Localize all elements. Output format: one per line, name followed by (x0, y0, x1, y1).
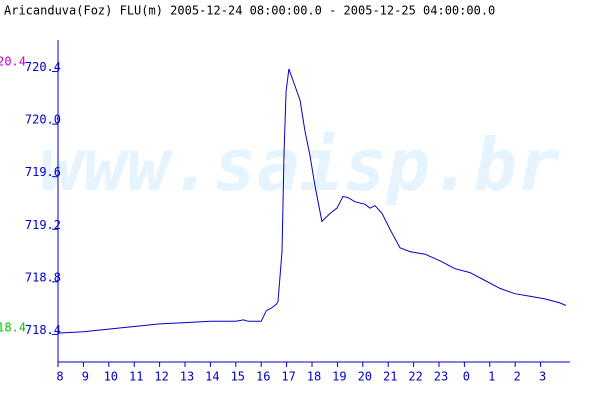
x-tick-label: 17 (281, 370, 295, 384)
x-tick-label: 15 (231, 370, 245, 384)
data-line (57, 68, 567, 334)
x-tick-label: 16 (256, 370, 270, 384)
x-tick-label: 22 (408, 370, 422, 384)
x-tick-label: 14 (205, 370, 219, 384)
x-tick-label: 10 (104, 370, 118, 384)
y-tick-label: 719.6 (25, 165, 61, 179)
min-label: 718.4 (0, 321, 26, 335)
y-tick-label: 720.4 (25, 60, 61, 74)
x-tick-label: 2 (514, 370, 521, 384)
y-tick-label: 719.2 (25, 218, 61, 232)
x-tick-label: 9 (82, 370, 89, 384)
watermark: www.saisp.br (40, 123, 561, 207)
x-tick-label: 19 (332, 370, 346, 384)
chart-title: Aricanduva(Foz) FLU(m) 2005-12-24 08:00:… (4, 4, 495, 18)
y-tick-label: 718.4 (25, 323, 61, 337)
x-tick-label: 11 (129, 370, 143, 384)
y-tick-label: 720.0 (25, 113, 61, 127)
x-tick-label: 21 (383, 370, 397, 384)
max-label: 720.4 (0, 55, 26, 69)
x-tick-label: 3 (539, 370, 546, 384)
x-tick-label: 8 (56, 370, 63, 384)
x-tick-label: 23 (434, 370, 448, 384)
x-tick-label: 13 (180, 370, 194, 384)
x-tick-label: 1 (488, 370, 495, 384)
x-tick-label: 12 (154, 370, 168, 384)
x-tick-label: 20 (358, 370, 372, 384)
y-tick-label: 718.8 (25, 270, 61, 284)
x-tick-label: 18 (307, 370, 321, 384)
x-tick-label: 0 (463, 370, 470, 384)
